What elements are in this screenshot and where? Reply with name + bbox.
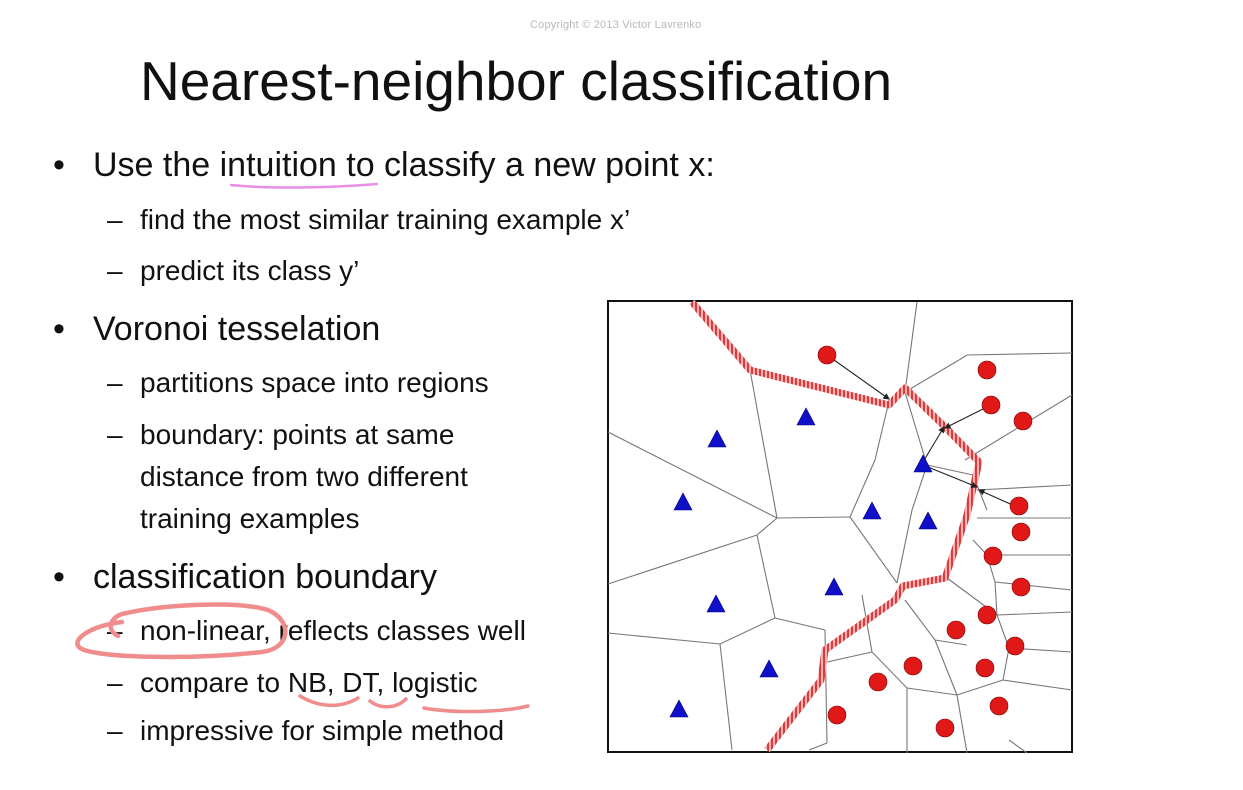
sub-bullet-text: non-linear, reflects classes well bbox=[140, 615, 526, 646]
voronoi-diagram bbox=[607, 300, 1073, 753]
sub-bullet-find-similar: – find the most similar training example… bbox=[107, 203, 631, 237]
neighbor-arrow bbox=[922, 426, 945, 463]
circle-point bbox=[977, 605, 997, 625]
slide-title: Nearest-neighbor classification bbox=[140, 50, 893, 112]
neighbor-arrow bbox=[922, 464, 979, 488]
sub-bullet-dash: – bbox=[107, 667, 123, 698]
bullet-classification-boundary: • classification boundary bbox=[53, 557, 437, 597]
sub-bullet-partitions: – partitions space into regions bbox=[107, 366, 489, 400]
triangle-point bbox=[707, 429, 727, 448]
triangle-point bbox=[918, 511, 938, 530]
circle-point bbox=[989, 696, 1009, 716]
bullet-text: classification boundary bbox=[93, 558, 437, 596]
bullet-intuition: • Use the intuition to classify a new po… bbox=[53, 145, 715, 185]
sub-bullet-dash: – bbox=[107, 367, 123, 398]
circle-point bbox=[903, 656, 923, 676]
bullet-dot: • bbox=[53, 310, 65, 348]
sub-bullet-dash: – bbox=[107, 615, 123, 646]
diagram-frame bbox=[607, 300, 1073, 753]
class-triangle-points bbox=[669, 407, 938, 718]
bullet-text: Use the intuition to classify a new poin… bbox=[93, 146, 715, 184]
circle-point bbox=[946, 620, 966, 640]
bullet-voronoi: • Voronoi tesselation bbox=[53, 309, 381, 349]
bullet-dot: • bbox=[53, 558, 65, 596]
triangle-point bbox=[669, 699, 689, 718]
sub-bullet-non-linear: – non-linear, reflects classes well bbox=[107, 614, 526, 648]
sub-bullet-dash: – bbox=[107, 419, 123, 450]
circle-point bbox=[977, 360, 997, 380]
triangle-point bbox=[759, 659, 779, 678]
sub-bullet-dash: – bbox=[107, 715, 123, 746]
sub-bullet-boundary-definition: – boundary: points at same distance from… bbox=[107, 414, 560, 540]
circle-point bbox=[1009, 496, 1029, 516]
circle-point bbox=[1011, 577, 1031, 597]
triangle-point bbox=[862, 501, 882, 520]
triangle-point bbox=[913, 454, 933, 473]
triangle-point bbox=[673, 492, 693, 511]
bullet-dot: • bbox=[53, 146, 65, 184]
circle-point bbox=[868, 672, 888, 692]
class-circle-points bbox=[817, 345, 1033, 738]
triangle-point bbox=[706, 594, 726, 613]
sub-bullet-text: predict its class y’ bbox=[140, 255, 360, 286]
class-decision-boundary bbox=[689, 300, 983, 753]
circle-point bbox=[975, 658, 995, 678]
neighbor-arrow bbox=[826, 354, 890, 400]
circle-point bbox=[817, 345, 837, 365]
sub-bullet-impressive: – impressive for simple method bbox=[107, 714, 505, 748]
sub-bullet-text: compare to NB, DT, logistic bbox=[140, 667, 478, 698]
circle-point bbox=[1013, 411, 1033, 431]
sub-bullet-dash: – bbox=[107, 255, 123, 286]
sub-bullet-text: find the most similar training example x… bbox=[140, 204, 631, 235]
sub-bullet-text: impressive for simple method bbox=[140, 715, 505, 746]
triangle-point bbox=[824, 577, 844, 596]
circle-point bbox=[1005, 636, 1025, 656]
triangle-point bbox=[796, 407, 816, 426]
copyright-notice: Copyright © 2013 Victor Lavrenko bbox=[530, 19, 702, 31]
sub-bullet-text: boundary: points at same distance from t… bbox=[140, 419, 468, 534]
dt-underline bbox=[368, 697, 408, 709]
circle-point bbox=[983, 546, 1003, 566]
circle-point bbox=[1011, 522, 1031, 542]
sub-bullet-predict-class: – predict its class y’ bbox=[107, 254, 360, 288]
circle-point bbox=[935, 718, 955, 738]
circle-point bbox=[827, 705, 847, 725]
sub-bullet-text: partitions space into regions bbox=[140, 367, 489, 398]
logistic-underline bbox=[422, 704, 530, 714]
bullet-text: Voronoi tesselation bbox=[93, 310, 381, 348]
sub-bullet-dash: – bbox=[107, 204, 123, 235]
circle-point bbox=[981, 395, 1001, 415]
sub-bullet-compare: – compare to NB, DT, logistic bbox=[107, 666, 478, 700]
